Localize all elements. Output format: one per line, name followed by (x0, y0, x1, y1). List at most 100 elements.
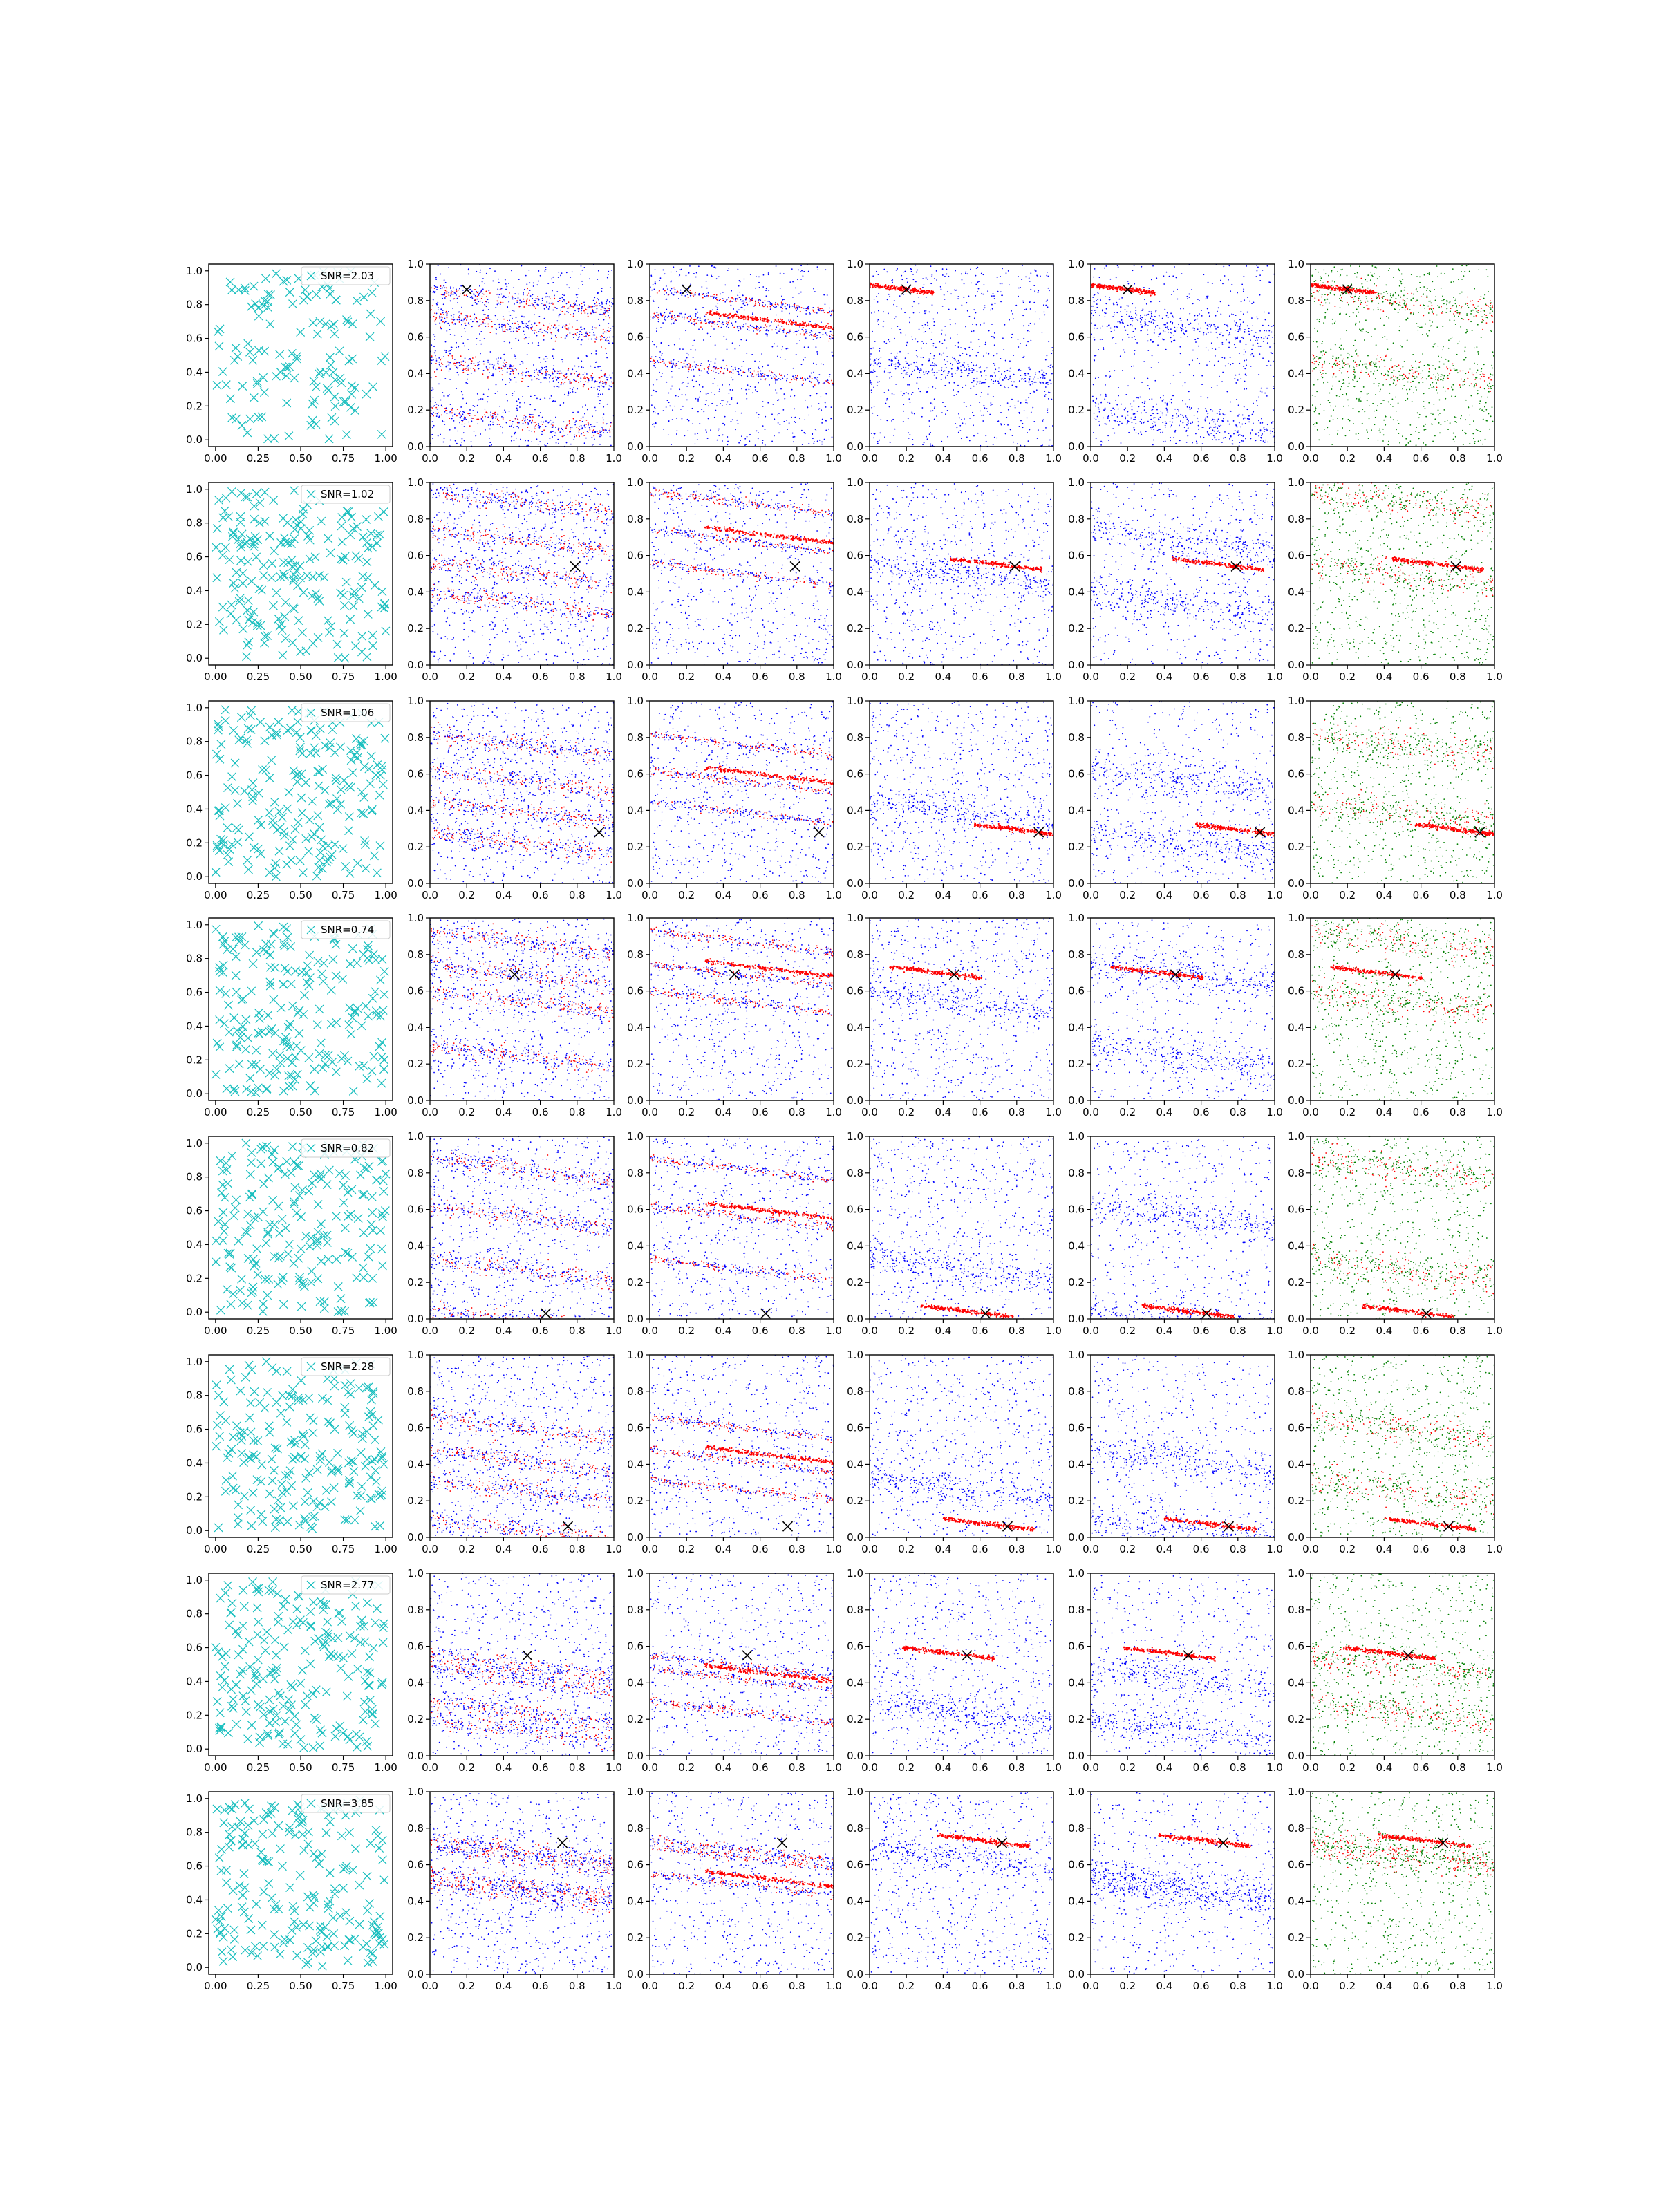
scatter-point (462, 320, 464, 321)
scatter-point (814, 441, 815, 442)
scatter-point (676, 271, 677, 272)
scatter-point (590, 375, 592, 377)
scatter-point (1194, 339, 1196, 340)
scatter-point (496, 329, 497, 330)
scatter-point (808, 306, 809, 308)
scatter-point (685, 394, 686, 395)
scatter-point (668, 362, 670, 363)
scatter-point (474, 415, 476, 416)
scatter-point (904, 271, 906, 272)
scatter-point (699, 384, 700, 386)
cyan-x-point (230, 356, 238, 364)
scatter-point (1183, 308, 1184, 310)
scatter-point (1017, 443, 1018, 444)
cyan-x-point (325, 435, 333, 443)
scatter-point (758, 432, 759, 433)
scatter-point (1029, 301, 1031, 303)
scatter-point (1232, 314, 1234, 315)
scatter-point (1273, 386, 1274, 387)
cyan-x-point (213, 381, 221, 389)
scatter-point (490, 424, 491, 426)
scatter-point (912, 439, 913, 440)
scatter-point (729, 404, 731, 405)
scatter-point (515, 418, 516, 420)
scatter-point (1246, 359, 1247, 361)
scatter-point (934, 375, 935, 376)
track-point (826, 325, 827, 326)
scatter-point (602, 417, 603, 418)
scatter-point (959, 417, 960, 418)
scatter-point (934, 355, 935, 357)
scatter-point (817, 353, 818, 355)
scatter-point (821, 422, 823, 424)
scatter-point (791, 389, 793, 391)
scatter-point (1255, 276, 1257, 277)
scatter-point (563, 306, 565, 308)
track-point (755, 317, 756, 318)
scatter-point (447, 413, 448, 414)
scatter-point (1174, 339, 1175, 341)
scatter-point (606, 353, 607, 354)
scatter-point (498, 324, 500, 326)
scatter-point (570, 392, 571, 393)
scatter-point (668, 294, 669, 296)
scatter-point (600, 339, 601, 341)
scatter-point (1262, 433, 1263, 434)
track-point (740, 315, 742, 317)
scatter-point (903, 371, 905, 372)
scatter-point (543, 339, 545, 341)
scatter-point (518, 427, 519, 429)
scatter-point (809, 312, 810, 313)
scatter-point (787, 332, 789, 333)
x-tick-label: 0.4 (715, 452, 731, 465)
scatter-point (1092, 297, 1094, 298)
scatter-point (982, 294, 984, 295)
x-tick-label: 0.0 (861, 452, 878, 465)
track-point (782, 319, 783, 320)
scatter-point (684, 361, 685, 362)
track-point (872, 285, 873, 287)
scatter-point (911, 374, 912, 375)
scatter-point (588, 307, 589, 308)
scatter-point (599, 382, 601, 384)
scatter-point (461, 324, 462, 326)
scatter-point (566, 303, 568, 304)
scatter-point (529, 430, 530, 431)
scatter-point (1187, 319, 1188, 321)
scatter-point (448, 355, 449, 357)
scatter-point (1032, 383, 1033, 384)
scatter-point (485, 290, 487, 292)
scatter-point (590, 306, 592, 308)
scatter-point (509, 319, 510, 321)
scatter-point (1243, 288, 1244, 290)
scatter-point (766, 375, 767, 376)
scatter-point (931, 274, 932, 276)
scatter-point (695, 319, 697, 320)
scatter-point (821, 308, 823, 309)
scatter-point (566, 284, 568, 285)
scatter-point (960, 376, 962, 377)
scatter-point (973, 365, 974, 366)
scatter-point (577, 357, 579, 359)
scatter-point (556, 337, 557, 338)
scatter-point (594, 306, 595, 307)
scatter-point (684, 366, 686, 367)
scatter-point (714, 378, 715, 379)
scatter-point (465, 423, 466, 424)
scatter-point (546, 301, 547, 303)
scatter-point (697, 365, 699, 366)
scatter-point (831, 380, 832, 382)
scatter-point (746, 398, 747, 400)
scatter-point (603, 420, 604, 421)
scatter-point (874, 362, 876, 364)
scatter-point (963, 297, 964, 298)
scatter-point (785, 303, 787, 304)
scatter-point (894, 300, 895, 301)
scatter-point (1230, 357, 1231, 358)
scatter-point (949, 382, 950, 384)
subplot-r1-c1: 0.00 0.25 0.50 0.75 1.000.00.20.40.60.81.0 SN… (186, 264, 397, 465)
scatter-point (494, 364, 495, 366)
scatter-point (663, 410, 664, 411)
scatter-point (1132, 325, 1133, 326)
scatter-point (793, 368, 794, 369)
